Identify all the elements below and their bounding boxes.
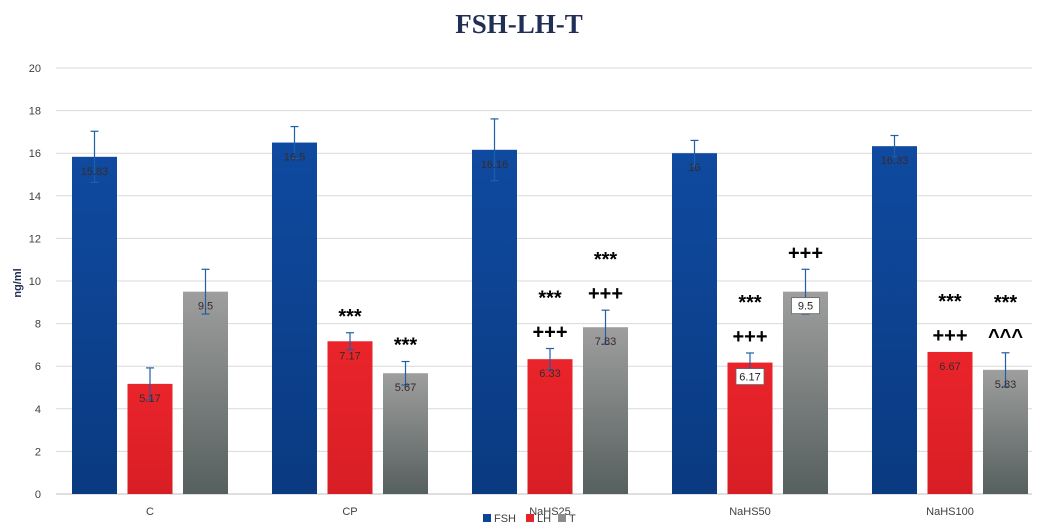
significance-mark: *** (994, 292, 1018, 314)
bar-t-nahs100 (983, 369, 1028, 494)
x-tick-label: CP (342, 506, 357, 518)
value-label: 5.67 (395, 382, 416, 394)
error-bars (90, 118, 1010, 401)
y-tick-label: 12 (29, 233, 41, 245)
legend-label-t: T (569, 513, 576, 525)
significance-mark: *** (738, 292, 762, 314)
bar-t-c (183, 291, 228, 494)
bar-fsh-nahs100 (872, 146, 917, 494)
significance-annotations: *** *** +++ *** +++ *** +++ *** *** +++ +++ *** ^^^ (338, 242, 1023, 356)
value-label: 16.5 (284, 152, 305, 164)
significance-mark: *** (594, 249, 618, 271)
y-tick-label: 14 (29, 191, 41, 203)
x-tick-label: NaHS50 (729, 506, 771, 518)
bar-fsh-cp (272, 142, 317, 495)
bar-t-nahs50 (783, 291, 828, 494)
significance-mark: +++ (588, 283, 623, 305)
significance-mark: +++ (932, 325, 967, 347)
y-tick-labels: 0 2 4 6 8 10 12 14 16 18 20 (29, 63, 41, 501)
value-label: 5.17 (139, 393, 160, 405)
significance-mark: *** (338, 306, 362, 328)
y-axis-label: ng/ml (12, 268, 24, 297)
significance-mark: *** (394, 335, 418, 357)
value-label-box (735, 368, 765, 385)
value-label: 6.67 (939, 361, 960, 373)
y-tick-label: 8 (35, 319, 41, 331)
significance-mark: *** (538, 288, 562, 310)
bar-fsh-nahs25 (472, 149, 517, 495)
value-label: 16.33 (881, 155, 909, 167)
value-label: 6.33 (539, 368, 560, 380)
y-tick-label: 16 (29, 148, 41, 160)
y-tick-label: 18 (29, 106, 41, 118)
y-tick-label: 0 (35, 489, 41, 501)
value-label: 15.83 (81, 166, 109, 178)
value-label: 7.83 (595, 336, 616, 348)
y-tick-label: 2 (35, 446, 41, 458)
bar-fsh-nahs50 (672, 153, 717, 494)
bar-t-cp (383, 373, 428, 494)
y-tick-label: 4 (35, 404, 41, 416)
value-label: 6.17 (739, 372, 760, 384)
legend: FSH LH T (483, 513, 576, 525)
significance-mark: *** (938, 291, 962, 313)
x-tick-label: C (146, 506, 154, 518)
x-tick-label: NaHS100 (926, 506, 974, 518)
value-label: 16.16 (481, 159, 509, 171)
significance-mark: +++ (788, 242, 823, 264)
bars (72, 142, 1028, 495)
significance-mark: +++ (732, 326, 767, 348)
value-label: 7.17 (339, 350, 360, 362)
value-label: 16 (688, 162, 700, 174)
value-label: 9.5 (198, 301, 213, 313)
y-tick-label: 6 (35, 361, 41, 373)
legend-label-lh: LH (537, 513, 551, 525)
y-tick-label: 20 (29, 63, 41, 75)
legend-swatch-lh (526, 514, 534, 522)
bar-lh-nahs100 (927, 351, 973, 494)
significance-mark: +++ (532, 322, 567, 344)
legend-swatch-t (558, 514, 566, 522)
value-labels: 15.83 16.5 16.16 16 16.33 5.17 7.17 6.33 6.17 6.6… (81, 152, 1016, 405)
bar-lh-cp (327, 341, 373, 494)
significance-mark: ^^^ (988, 326, 1023, 348)
bar-lh-c (127, 383, 173, 494)
y-tick-label: 10 (29, 276, 41, 288)
chart-title: FSH-LH-T (455, 9, 583, 39)
bar-fsh-c (72, 156, 117, 495)
value-label-box (791, 297, 820, 315)
value-label: 9.5 (798, 301, 813, 313)
legend-label-fsh: FSH (494, 513, 516, 525)
x-tick-labels: C CP NaHS25 NaHS50 NaHS100 (146, 506, 974, 518)
bar-lh-nahs25 (527, 359, 573, 494)
value-label: 5.83 (995, 379, 1016, 391)
bar-t-nahs25 (583, 327, 628, 494)
legend-swatch-fsh (483, 514, 491, 522)
